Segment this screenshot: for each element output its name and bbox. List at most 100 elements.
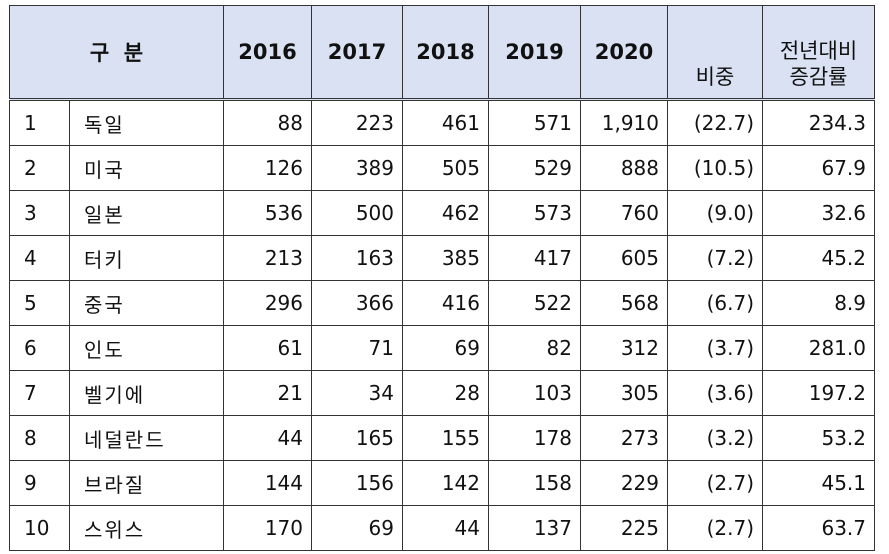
header-change-line2: 증감률 [789, 65, 848, 89]
value-2020-cell: 229 [580, 460, 668, 506]
country-cell: 브라질 [69, 460, 224, 506]
value-2016-cell: 170 [223, 505, 312, 551]
country-cell: 미국 [69, 145, 224, 191]
country-cell: 벨기에 [69, 370, 224, 416]
table-row: 8 네덜란드 44 165 155 178 273 (3.2) 53.2 [9, 415, 875, 461]
value-2017-cell: 163 [311, 235, 403, 281]
value-2016-cell: 536 [223, 190, 312, 236]
header-row: 구 분 2016 2017 2018 2019 2020 비중 전년대비 증감률 [9, 5, 875, 100]
change-cell: 32.6 [762, 190, 875, 236]
value-2017-cell: 500 [311, 190, 403, 236]
table-row: 7 벨기에 21 34 28 103 305 (3.6) 197.2 [9, 370, 875, 416]
share-cell: (2.7) [667, 460, 763, 506]
rank-cell: 1 [9, 99, 70, 146]
rank-cell: 6 [9, 325, 70, 371]
header-change: 전년대비 증감률 [762, 5, 875, 100]
value-2019-cell: 573 [488, 190, 581, 236]
value-2018-cell: 142 [402, 460, 489, 506]
value-2017-cell: 366 [311, 280, 403, 326]
value-2017-cell: 34 [311, 370, 403, 416]
value-2016-cell: 61 [223, 325, 312, 371]
value-2017-cell: 69 [311, 505, 403, 551]
value-2016-cell: 44 [223, 415, 312, 461]
header-year-2020: 2020 [580, 5, 668, 100]
value-2018-cell: 416 [402, 280, 489, 326]
change-cell: 67.9 [762, 145, 875, 191]
share-cell: (2.7) [667, 505, 763, 551]
share-cell: (22.7) [667, 99, 763, 146]
change-cell: 63.7 [762, 505, 875, 551]
country-cell: 독일 [69, 99, 224, 146]
table-row: 9 브라질 144 156 142 158 229 (2.7) 45.1 [9, 460, 875, 506]
table-row: 2 미국 126 389 505 529 888 (10.5) 67.9 [9, 145, 875, 191]
share-cell: (3.6) [667, 370, 763, 416]
table-body: 1 독일 88 223 461 571 1,910 (22.7) 234.3 2 미국 126 389 5… [9, 99, 875, 551]
value-2016-cell: 21 [223, 370, 312, 416]
share-cell: (9.0) [667, 190, 763, 236]
table-row: 5 중국 296 366 416 522 568 (6.7) 8.9 [9, 280, 875, 326]
value-2017-cell: 165 [311, 415, 403, 461]
value-2017-cell: 156 [311, 460, 403, 506]
value-2018-cell: 385 [402, 235, 489, 281]
header-share: 비중 [667, 5, 763, 100]
value-2020-cell: 760 [580, 190, 668, 236]
value-2019-cell: 158 [488, 460, 581, 506]
value-2020-cell: 568 [580, 280, 668, 326]
value-2019-cell: 571 [488, 99, 581, 146]
value-2020-cell: 312 [580, 325, 668, 371]
share-cell: (3.2) [667, 415, 763, 461]
country-data-table: 구 분 2016 2017 2018 2019 2020 비중 전년대비 증감률… [9, 5, 875, 551]
change-cell: 234.3 [762, 99, 875, 146]
value-2019-cell: 522 [488, 280, 581, 326]
header-year-2017: 2017 [311, 5, 403, 100]
header-year-2016: 2016 [223, 5, 312, 100]
value-2016-cell: 296 [223, 280, 312, 326]
value-2018-cell: 44 [402, 505, 489, 551]
value-2018-cell: 462 [402, 190, 489, 236]
value-2018-cell: 28 [402, 370, 489, 416]
header-change-line1: 전년대비 [779, 39, 858, 63]
value-2020-cell: 605 [580, 235, 668, 281]
value-2020-cell: 305 [580, 370, 668, 416]
country-cell: 스위스 [69, 505, 224, 551]
change-cell: 281.0 [762, 325, 875, 371]
table-row: 1 독일 88 223 461 571 1,910 (22.7) 234.3 [9, 99, 875, 146]
change-cell: 53.2 [762, 415, 875, 461]
rank-cell: 3 [9, 190, 70, 236]
value-2018-cell: 505 [402, 145, 489, 191]
table-header: 구 분 2016 2017 2018 2019 2020 비중 전년대비 증감률 [9, 5, 875, 100]
value-2020-cell: 225 [580, 505, 668, 551]
rank-cell: 2 [9, 145, 70, 191]
change-cell: 197.2 [762, 370, 875, 416]
change-cell: 45.1 [762, 460, 875, 506]
rank-cell: 5 [9, 280, 70, 326]
rank-cell: 7 [9, 370, 70, 416]
share-cell: (6.7) [667, 280, 763, 326]
header-year-2019: 2019 [488, 5, 581, 100]
header-year-2018: 2018 [402, 5, 489, 100]
table-row: 6 인도 61 71 69 82 312 (3.7) 281.0 [9, 325, 875, 371]
share-cell: (7.2) [667, 235, 763, 281]
value-2020-cell: 273 [580, 415, 668, 461]
rank-cell: 8 [9, 415, 70, 461]
value-2018-cell: 461 [402, 99, 489, 146]
country-cell: 터키 [69, 235, 224, 281]
value-2019-cell: 529 [488, 145, 581, 191]
table-row: 3 일본 536 500 462 573 760 (9.0) 32.6 [9, 190, 875, 236]
table-row: 4 터키 213 163 385 417 605 (7.2) 45.2 [9, 235, 875, 281]
value-2016-cell: 213 [223, 235, 312, 281]
value-2017-cell: 223 [311, 99, 403, 146]
table-row: 10 스위스 170 69 44 137 225 (2.7) 63.7 [9, 505, 875, 551]
value-2019-cell: 137 [488, 505, 581, 551]
value-2018-cell: 69 [402, 325, 489, 371]
rank-cell: 9 [9, 460, 70, 506]
value-2017-cell: 71 [311, 325, 403, 371]
value-2020-cell: 888 [580, 145, 668, 191]
value-2016-cell: 126 [223, 145, 312, 191]
value-2017-cell: 389 [311, 145, 403, 191]
country-cell: 중국 [69, 280, 224, 326]
share-cell: (10.5) [667, 145, 763, 191]
country-cell: 일본 [69, 190, 224, 236]
table-container: 구 분 2016 2017 2018 2019 2020 비중 전년대비 증감률… [9, 5, 875, 551]
change-cell: 8.9 [762, 280, 875, 326]
